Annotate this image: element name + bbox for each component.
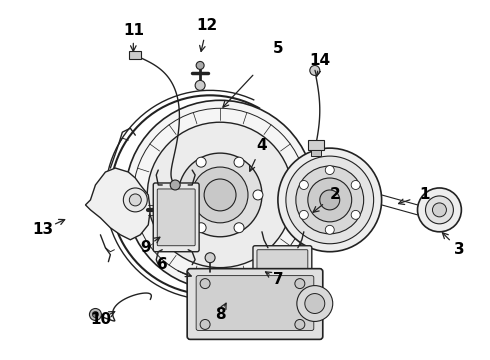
FancyBboxPatch shape [253, 246, 312, 288]
Circle shape [308, 178, 352, 222]
Circle shape [90, 309, 101, 320]
Bar [308, 140, 324, 150]
Text: 1: 1 [419, 188, 430, 202]
Circle shape [295, 279, 305, 289]
Circle shape [297, 285, 333, 321]
Circle shape [433, 203, 446, 217]
Circle shape [278, 148, 382, 252]
Circle shape [299, 180, 308, 189]
Text: 6: 6 [157, 257, 168, 272]
Circle shape [147, 122, 293, 268]
Circle shape [295, 319, 305, 329]
Circle shape [299, 210, 308, 219]
Circle shape [417, 188, 462, 232]
Circle shape [320, 190, 340, 210]
Circle shape [253, 190, 263, 200]
Text: 12: 12 [196, 18, 218, 33]
Circle shape [286, 156, 374, 244]
Circle shape [196, 157, 206, 167]
Text: 5: 5 [272, 41, 283, 56]
Text: 3: 3 [454, 242, 465, 257]
Circle shape [325, 225, 334, 234]
Circle shape [129, 194, 141, 206]
Polygon shape [85, 168, 150, 240]
Circle shape [178, 153, 262, 237]
Text: 11: 11 [123, 23, 144, 38]
Circle shape [192, 167, 248, 223]
Circle shape [125, 100, 315, 289]
Text: 13: 13 [32, 222, 53, 237]
FancyBboxPatch shape [196, 276, 314, 330]
Circle shape [205, 253, 215, 263]
Circle shape [200, 279, 210, 289]
Text: 4: 4 [257, 138, 267, 153]
Circle shape [196, 62, 204, 69]
FancyBboxPatch shape [187, 269, 323, 339]
Circle shape [234, 157, 244, 167]
Circle shape [204, 179, 236, 211]
FancyBboxPatch shape [153, 183, 199, 252]
Circle shape [351, 210, 360, 219]
Circle shape [425, 196, 453, 224]
Circle shape [305, 293, 325, 314]
Circle shape [196, 223, 206, 233]
Circle shape [170, 180, 180, 190]
Circle shape [234, 223, 244, 233]
Text: 10: 10 [90, 312, 111, 327]
Text: 7: 7 [272, 272, 283, 287]
Text: 9: 9 [140, 240, 150, 255]
Circle shape [195, 80, 205, 90]
Bar [311, 150, 321, 156]
Circle shape [325, 166, 334, 175]
Circle shape [351, 180, 360, 189]
Circle shape [200, 319, 210, 329]
Circle shape [123, 188, 147, 212]
Bar [129, 51, 141, 59]
Text: 2: 2 [329, 188, 340, 202]
FancyBboxPatch shape [257, 250, 308, 284]
FancyBboxPatch shape [157, 189, 195, 246]
Text: 14: 14 [309, 53, 330, 68]
Circle shape [177, 190, 187, 200]
Circle shape [93, 311, 98, 318]
Circle shape [296, 166, 364, 234]
Circle shape [310, 66, 320, 75]
Text: 8: 8 [215, 307, 225, 322]
